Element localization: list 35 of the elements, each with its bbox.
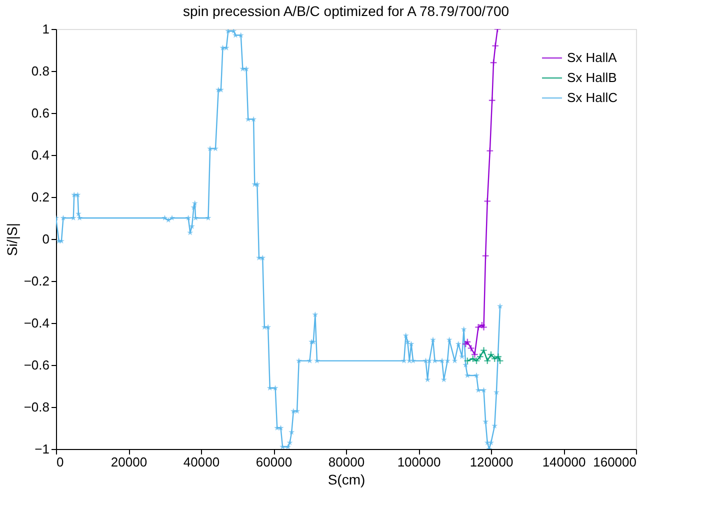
point bbox=[484, 357, 492, 365]
point bbox=[476, 352, 484, 360]
legend-label: Sx HallC bbox=[567, 90, 618, 105]
legend-label: Sx HallB bbox=[567, 70, 617, 85]
y-tick-label: 0.2 bbox=[31, 190, 50, 204]
x-axis-title: S(cm) bbox=[328, 472, 366, 488]
y-tick-label: 0.8 bbox=[31, 64, 50, 78]
x-tick-label: 60000 bbox=[256, 454, 292, 470]
y-tick-label: −1 bbox=[34, 442, 50, 456]
y-tick-label: −0.2 bbox=[24, 274, 50, 288]
x-tick-label: 0 bbox=[56, 454, 64, 470]
chart-title: spin precession A/B/C optimized for A 78.79/700/700 bbox=[182, 3, 510, 19]
x-tick-label: 100000 bbox=[397, 454, 441, 470]
legend-label: Sx HallA bbox=[567, 50, 618, 65]
point bbox=[478, 321, 486, 329]
y-tick-label: −0.4 bbox=[24, 316, 50, 330]
x-tick-label: 140000 bbox=[542, 454, 586, 470]
x-tick-label: 160000 bbox=[593, 454, 636, 470]
x-tick-label: 120000 bbox=[470, 454, 514, 470]
y-tick-label: 0 bbox=[42, 232, 50, 246]
x-tick-label: 80000 bbox=[328, 454, 365, 470]
point bbox=[487, 350, 495, 358]
point bbox=[480, 323, 488, 331]
x-tick-label: 20000 bbox=[110, 454, 148, 470]
y-tick-label: 0.6 bbox=[31, 106, 50, 120]
point bbox=[480, 346, 488, 354]
point bbox=[492, 42, 500, 50]
x-tick-label: 40000 bbox=[183, 454, 220, 470]
y-tick-label: 0.4 bbox=[31, 148, 50, 162]
point bbox=[472, 357, 480, 365]
point bbox=[474, 323, 482, 331]
y-tick-label: −0.6 bbox=[24, 358, 50, 372]
y-tick-label: −0.8 bbox=[24, 400, 50, 414]
y-axis-title: Si/|S| bbox=[4, 223, 20, 256]
y-tick-label: 1 bbox=[42, 22, 50, 36]
